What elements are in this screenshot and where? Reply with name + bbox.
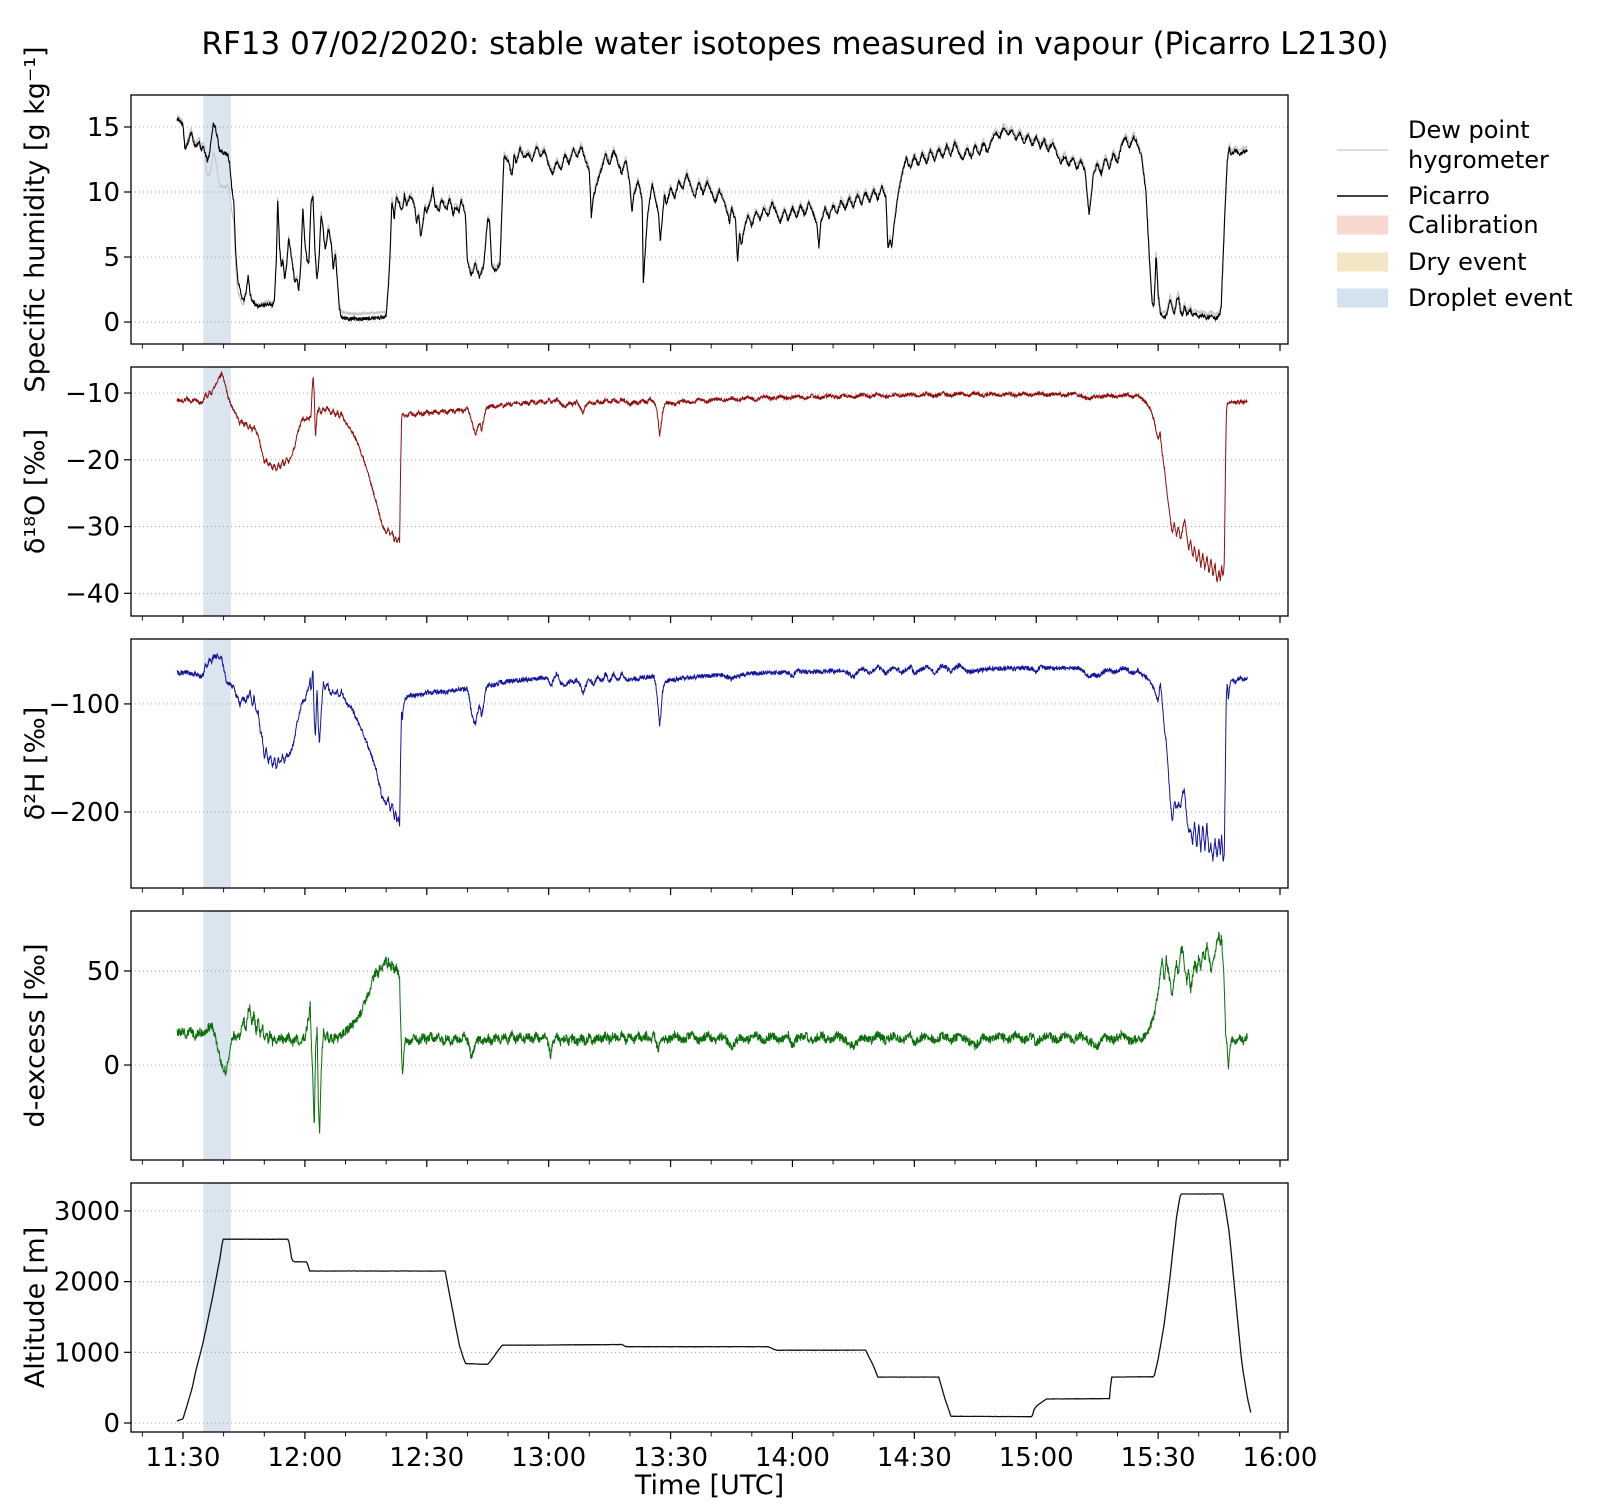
y-tick-label: 5 (103, 243, 120, 273)
subplot-d18O: −10 −20 −30 −40 δ¹⁸O [‰] (20, 366, 1289, 623)
y-tick-label: 0 (103, 1051, 120, 1081)
legend-label-dry: Dry event (1408, 248, 1527, 276)
legend-calibration-patch-sample (1337, 215, 1388, 235)
chart-title: RF13 07/02/2020: stable water isotopes m… (201, 26, 1388, 62)
x-tick-label: 11:30 (146, 1443, 221, 1473)
series-d_excess (176, 931, 1248, 1134)
x-tick-label: 13:00 (511, 1443, 586, 1473)
legend-label-calibration: Calibration (1408, 211, 1539, 239)
series-d18O (176, 370, 1248, 584)
y-tick-label: 15 (87, 113, 120, 143)
legend-dry-patch-sample (1337, 252, 1388, 272)
legend-item-calibration: Calibration (1337, 211, 1539, 239)
y-tick-label: 50 (87, 957, 120, 987)
y-axis-label-altitude: Altitude [m] (20, 1227, 51, 1388)
x-tick-label: 12:30 (389, 1443, 464, 1473)
axes-spines (130, 1182, 1289, 1433)
legend-item-picarro: Picarro (1337, 182, 1490, 210)
droplet-event-band (203, 1183, 231, 1432)
legend-droplet-patch-sample (1337, 288, 1388, 308)
series-altitude (176, 1193, 1252, 1422)
x-tick-label: 16:00 (1243, 1443, 1318, 1473)
y-axis-label-d18O: δ¹⁸O [‰] (20, 429, 51, 554)
series-dewpoint (176, 114, 1248, 317)
x-tick-label: 14:30 (877, 1443, 952, 1473)
legend-label-dewpoint: hygrometer (1408, 146, 1549, 174)
y-axis-label-specific-humidity: Specific humidity [g kg⁻¹] (20, 46, 51, 392)
axes-spines (130, 366, 1289, 617)
y-tick-label: −100 (49, 690, 120, 720)
y-tick-label: 3000 (54, 1197, 120, 1227)
legend-item-droplet: Droplet event (1337, 284, 1573, 312)
droplet-event-band (203, 639, 231, 888)
x-tick-label: 15:00 (999, 1443, 1074, 1473)
subplot-specific-humidity: 0 5 10 15 Specific humidity [g kg⁻¹] (20, 46, 1289, 393)
x-tick-label: 12:00 (267, 1443, 342, 1473)
droplet-event-band (203, 95, 231, 344)
y-tick-label: 10 (87, 178, 120, 208)
y-axis-label-d-excess: d-excess [‰] (20, 944, 51, 1128)
x-tick-label: 15:30 (1121, 1443, 1196, 1473)
x-axis-label: Time [UTC] (634, 1470, 784, 1500)
axes-spines (130, 94, 1289, 345)
y-tick-label: 1000 (54, 1338, 120, 1368)
legend-label-droplet: Droplet event (1408, 284, 1573, 312)
legend-label-picarro: Picarro (1408, 182, 1490, 210)
x-tick-label: 14:00 (755, 1443, 830, 1473)
x-tick-label: 13:30 (633, 1443, 708, 1473)
legend-label-dewpoint: Dew point (1408, 116, 1530, 144)
y-tick-label: −40 (65, 579, 120, 609)
y-tick-label: −200 (49, 798, 120, 828)
subplot-d-excess: 0 50 d-excess [‰] (20, 910, 1289, 1167)
axes-spines (130, 910, 1289, 1161)
y-tick-label: 0 (103, 308, 120, 338)
y-tick-label: 0 (103, 1409, 120, 1439)
y-tick-label: −30 (65, 513, 120, 543)
series-picarro_q (176, 117, 1248, 323)
droplet-event-band (203, 367, 231, 616)
y-tick-label: −10 (65, 379, 120, 409)
y-axis-label-d2H: δ²H [‰] (20, 707, 51, 821)
axes-spines (130, 638, 1289, 889)
y-tick-label: −20 (65, 446, 120, 476)
droplet-event-band (203, 911, 231, 1160)
y-tick-label: 2000 (54, 1268, 120, 1298)
series-d2H (176, 652, 1248, 862)
legend-item-dry: Dry event (1337, 248, 1527, 276)
